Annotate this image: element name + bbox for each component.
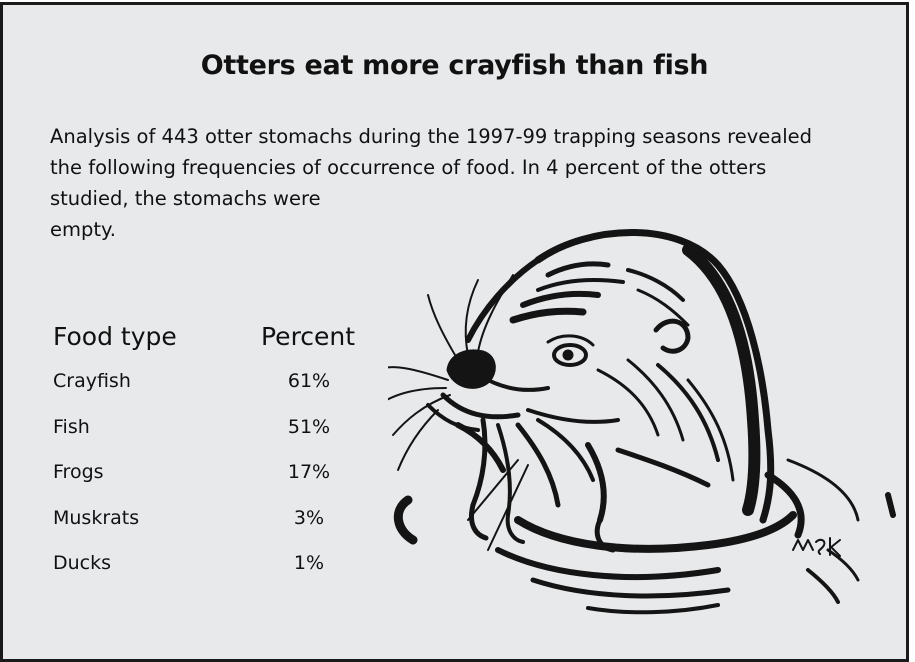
table-row: Frogs 17% bbox=[53, 449, 373, 495]
food-cell: Muskrats bbox=[53, 506, 140, 529]
food-cell: Ducks bbox=[53, 552, 112, 574]
food-table: Food type Percent Crayfish 61% Fish 51% … bbox=[53, 318, 373, 586]
food-cell: Frogs bbox=[53, 461, 104, 483]
intro-line-2: the following frequencies of occurrence … bbox=[50, 156, 767, 179]
page-title: Otters eat more crayfish than fish bbox=[200, 50, 709, 81]
table-header: Food type Percent bbox=[53, 318, 373, 358]
percent-cell: 3% bbox=[293, 506, 325, 529]
table-row: Ducks 1% bbox=[53, 540, 373, 586]
intro-line-4: empty. bbox=[50, 218, 116, 241]
food-cell: Fish bbox=[53, 415, 90, 438]
table-row: Fish 51% bbox=[53, 404, 373, 450]
table-row: Crayfish 61% bbox=[53, 358, 373, 404]
intro-line-1: Analysis of 443 otter stomachs during th… bbox=[50, 125, 812, 148]
percent-cell: 17% bbox=[287, 461, 331, 483]
food-cell: Crayfish bbox=[53, 370, 131, 392]
percent-cell: 1% bbox=[293, 552, 325, 574]
otter-illustration-icon bbox=[388, 229, 896, 615]
header-percent: Percent bbox=[261, 322, 356, 351]
intro-paragraph: Analysis of 443 otter stomachs during th… bbox=[50, 121, 830, 245]
percent-cell: 51% bbox=[287, 415, 331, 438]
header-food-type: Food type bbox=[53, 322, 177, 351]
intro-line-3: studied, the stomachs were bbox=[50, 187, 321, 210]
percent-cell: 61% bbox=[287, 370, 331, 392]
table-row: Muskrats 3% bbox=[53, 495, 373, 541]
